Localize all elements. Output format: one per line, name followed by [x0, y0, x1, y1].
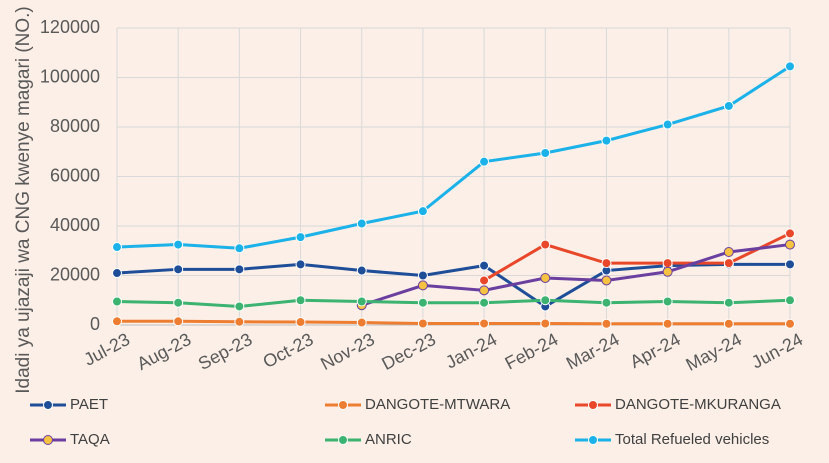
series-marker: [540, 295, 551, 306]
series-marker: [234, 301, 245, 312]
series-marker: [785, 61, 795, 72]
series-marker: [662, 296, 673, 307]
series-marker: [479, 285, 490, 296]
y-tick-label: 80000: [50, 116, 100, 136]
series-marker: [234, 316, 245, 327]
series-marker: [356, 296, 367, 307]
series-marker: [662, 119, 673, 130]
series-marker: [295, 295, 306, 306]
series-marker: [417, 270, 428, 281]
series-line: [116, 262, 790, 309]
series-marker: [112, 268, 122, 279]
series-marker: [234, 264, 245, 275]
legend-marker: [338, 435, 348, 445]
y-tick-label: 20000: [50, 264, 100, 284]
series-line: [117, 319, 790, 326]
series-marker: [601, 258, 612, 269]
series-line: [361, 243, 791, 307]
y-tick-label: 60000: [50, 165, 100, 185]
series-marker: [785, 239, 795, 250]
legend-label: TAQA: [70, 431, 110, 448]
series-marker: [479, 297, 490, 308]
series-marker: [723, 318, 734, 329]
series-marker: [112, 296, 122, 307]
legend-label: DANGOTE-MKURANGA: [615, 396, 781, 413]
legend-label: ANRIC: [365, 431, 412, 448]
legend-label: Total Refueled vehicles: [615, 431, 769, 448]
series-marker: [723, 297, 734, 308]
series-marker: [785, 259, 795, 270]
series-marker: [479, 156, 490, 167]
series-marker: [479, 260, 490, 271]
series-marker: [417, 206, 428, 217]
series-marker: [295, 259, 306, 270]
series-marker: [173, 297, 184, 308]
legend-marker: [43, 400, 53, 410]
series-marker: [479, 275, 490, 286]
y-tick-label: 0: [90, 314, 100, 334]
series-marker: [662, 318, 673, 329]
legend-marker: [338, 400, 348, 410]
series-marker: [173, 264, 184, 275]
y-tick-label: 100000: [40, 66, 100, 86]
legend-label: PAET: [70, 396, 108, 413]
series-marker: [601, 275, 612, 286]
series-marker: [785, 228, 795, 239]
series-marker: [785, 295, 795, 306]
series-line: [116, 298, 791, 308]
series-marker: [723, 246, 734, 257]
series-line: [483, 232, 791, 282]
series-marker: [173, 239, 184, 250]
series-marker: [723, 100, 734, 111]
series-marker: [295, 232, 306, 243]
series-marker: [173, 316, 184, 327]
series-marker: [785, 318, 795, 329]
series-marker: [662, 258, 673, 269]
series-marker: [112, 316, 122, 327]
y-axis-label: Idadi ya ujazaji wa CNG kwenye magari (N…: [13, 6, 34, 394]
series-marker: [601, 135, 612, 146]
series-marker: [540, 318, 551, 329]
legend-marker: [588, 400, 598, 410]
series-marker: [601, 297, 612, 308]
series-marker: [417, 297, 428, 308]
y-tick-label: 40000: [50, 215, 100, 235]
y-tick-label: 120000: [40, 17, 100, 37]
series-marker: [723, 258, 734, 269]
series-marker: [479, 318, 490, 329]
series-marker: [540, 272, 551, 283]
series-marker: [112, 242, 122, 253]
series-marker: [234, 243, 245, 254]
series-marker: [295, 317, 306, 328]
series-line: [116, 65, 791, 250]
series-marker: [417, 318, 428, 329]
legend-marker: [43, 435, 53, 445]
series-marker: [356, 218, 367, 229]
series-marker: [540, 239, 551, 250]
series-marker: [356, 317, 367, 328]
legend-marker: [588, 435, 598, 445]
legend-label: DANGOTE-MTWARA: [365, 396, 510, 413]
series-marker: [417, 280, 428, 291]
series-marker: [601, 318, 612, 329]
series-marker: [356, 265, 367, 276]
series-marker: [662, 266, 673, 277]
series-marker: [540, 147, 551, 158]
